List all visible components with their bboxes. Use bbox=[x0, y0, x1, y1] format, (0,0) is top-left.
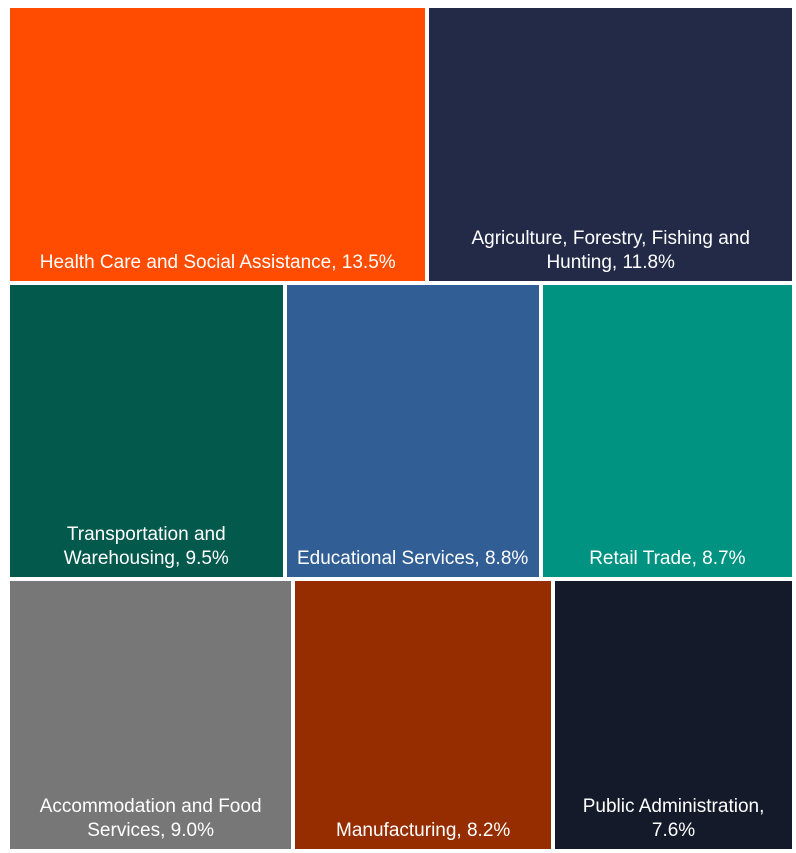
treemap-tile: Health Care and Social Assistance, 13.5% bbox=[10, 8, 426, 282]
treemap-tile: Retail Trade, 8.7% bbox=[542, 285, 792, 578]
tile-label: Agriculture, Forestry, Fishing and Hunti… bbox=[471, 228, 750, 274]
tile-label: Retail Trade, 8.7% bbox=[589, 548, 746, 570]
tile-label: Manufacturing, 8.2% bbox=[336, 819, 511, 841]
tile-label: Accommodation and Food Services, 9.0% bbox=[39, 795, 262, 841]
tile-label: Health Care and Social Assistance, 13.5% bbox=[39, 252, 396, 274]
treemap-tile: Public Administration, 7.6% bbox=[555, 581, 792, 849]
tile-label: Transportation and Warehousing, 9.5% bbox=[63, 524, 229, 570]
treemap-tile: Manufacturing, 8.2% bbox=[295, 581, 552, 849]
treemap-tile: Accommodation and Food Services, 9.0% bbox=[10, 581, 292, 849]
tile-label: Public Administration, 7.6% bbox=[582, 795, 765, 841]
treemap-tile: Agriculture, Forestry, Fishing and Hunti… bbox=[429, 8, 792, 282]
tile-label: Educational Services, 8.8% bbox=[296, 548, 529, 570]
treemap-tile: Educational Services, 8.8% bbox=[286, 285, 539, 578]
treemap-tile: Transportation and Warehousing, 9.5% bbox=[10, 285, 283, 578]
